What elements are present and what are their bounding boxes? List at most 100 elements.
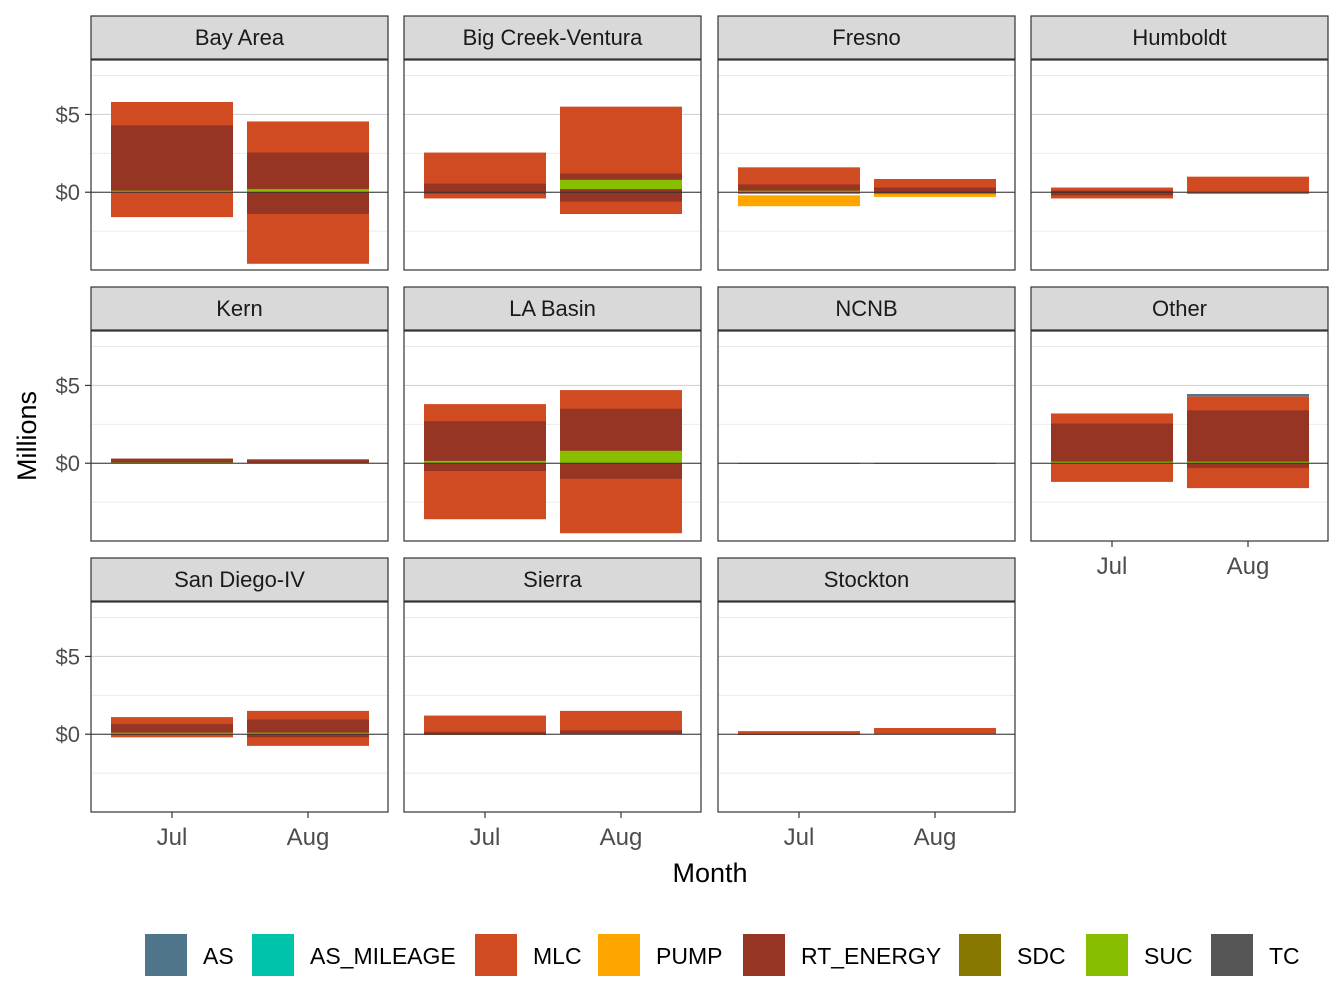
legend-label: SDC — [1017, 943, 1066, 969]
facet-strip — [403, 557, 702, 602]
panel-border — [90, 601, 389, 813]
y-tick-label: $5 — [56, 644, 80, 669]
bar-segment-mlc — [738, 731, 860, 735]
bar-segment-rt-energy — [1051, 423, 1173, 464]
facet-panel: Kern $0 $5 — [56, 286, 389, 542]
facet-strip — [1030, 286, 1329, 331]
panel-background — [404, 602, 701, 812]
legend-label: MLC — [533, 943, 582, 969]
legend-swatch-sdc — [959, 934, 1001, 976]
bar-segment-suc — [424, 460, 546, 464]
facet-strip-label: Bay Area — [195, 25, 285, 50]
bar-segment-rt-energy — [247, 152, 369, 214]
facet-strip — [403, 15, 702, 60]
facet-strip-label: NCNB — [835, 296, 897, 321]
legend-swatch-suc — [1086, 934, 1128, 976]
bar-segment-rt-energy — [424, 183, 546, 194]
y-tick-label: $0 — [56, 451, 80, 476]
legend-swatch-tc — [1211, 934, 1253, 976]
facet-panel: Big Creek-Ventura — [403, 15, 702, 271]
bar-segment-mlc — [560, 710, 682, 735]
panel-border — [717, 601, 1016, 813]
bar-segment-mlc — [874, 728, 996, 735]
facet-strip-label: Fresno — [832, 25, 900, 50]
y-axis-title: Millions — [12, 391, 42, 481]
x-axis-title: Month — [672, 858, 747, 888]
facet-strip — [90, 286, 389, 331]
bar-segment-mlc — [424, 715, 546, 735]
bar-segment-suc — [247, 732, 369, 735]
legend-swatch-rt-energy — [743, 934, 785, 976]
facets-layer: Bay Area $0 $5 Big Creek-Ventura Fresno Humbo… — [56, 15, 1329, 851]
panel-background — [718, 60, 1015, 270]
facet-strip-label: Humboldt — [1132, 25, 1226, 50]
facet-strip-label: Kern — [216, 296, 262, 321]
legend-swatch-mlc — [475, 934, 517, 976]
facet-strip-label: Stockton — [824, 567, 910, 592]
bar-segment-suc — [738, 190, 860, 193]
bar-segment-as — [1187, 394, 1309, 397]
x-tick-label: Aug — [600, 824, 643, 851]
facet-panel: Stockton Jul Aug — [717, 557, 1016, 851]
x-tick-label: Jul — [784, 824, 815, 851]
bar-segment-suc — [1187, 461, 1309, 464]
panel-border — [717, 59, 1016, 271]
legend-swatch-as-mileage — [252, 934, 294, 976]
facet-panel: Fresno — [717, 15, 1016, 271]
legend-label: SUC — [1144, 943, 1193, 969]
legend-label: AS — [203, 943, 234, 969]
y-tick-label: $5 — [56, 102, 80, 127]
facet-strip — [717, 557, 1016, 602]
bar-segment-suc — [247, 189, 369, 193]
x-tick-label: Jul — [157, 824, 188, 851]
panel-background — [91, 331, 388, 541]
facet-strip — [90, 557, 389, 602]
legend-label: AS_MILEAGE — [310, 943, 456, 969]
y-tick-label: $5 — [56, 373, 80, 398]
bar-segment-rt-energy — [111, 458, 233, 464]
bar-segment-suc — [560, 450, 682, 464]
legend-label: RT_ENERGY — [801, 943, 941, 969]
panel-background — [718, 331, 1015, 541]
legend: AS AS_MILEAGE MLC PUMP RT_ENERGY SDC SUC TC — [145, 934, 1300, 976]
bar-segment-rt-energy — [111, 724, 233, 735]
facet-panel: San Diego-IV $0 $5 Jul Aug — [56, 557, 389, 851]
bar-segment-rt-energy — [1051, 190, 1173, 196]
facet-strip-label: Big Creek-Ventura — [463, 25, 644, 50]
bar-segment-pump — [738, 195, 860, 207]
x-tick-label: Aug — [914, 824, 957, 851]
x-tick-label: Jul — [1097, 553, 1128, 580]
panel-border — [90, 330, 389, 542]
panel-border — [1030, 59, 1329, 271]
x-tick-label: Aug — [287, 824, 330, 851]
panel-border — [403, 330, 702, 542]
bar-segment-rt-energy — [738, 184, 860, 193]
facet-strip-label: Other — [1152, 296, 1207, 321]
facet-strip-label: San Diego-IV — [174, 567, 305, 592]
x-tick-label: Aug — [1227, 553, 1270, 580]
legend-swatch-as — [145, 934, 187, 976]
facet-panel: LA Basin — [403, 286, 702, 542]
x-tick-label: Jul — [470, 824, 501, 851]
bar-segment-suc — [1051, 461, 1173, 464]
facet-strip-label: Sierra — [523, 567, 582, 592]
bar-segment-rt-energy — [424, 731, 546, 735]
facet-panel: NCNB — [717, 286, 1016, 542]
facet-panel: Humboldt — [1030, 15, 1329, 271]
bar-segment-suc — [111, 732, 233, 735]
y-tick-label: $0 — [56, 180, 80, 205]
bar-segment-rt-energy — [247, 459, 369, 464]
bar-segment-suc — [111, 190, 233, 193]
panel-border — [717, 330, 1016, 542]
bar-segment-rt-energy — [560, 730, 682, 735]
facet-strip — [90, 15, 389, 60]
bar-segment-mlc — [1187, 176, 1309, 194]
panel-border — [1030, 330, 1329, 542]
legend-swatch-pump — [598, 934, 640, 976]
bar-segment-rt-energy — [1187, 410, 1309, 468]
panel-background — [718, 602, 1015, 812]
bar-segment-rt-energy — [560, 408, 682, 479]
facet-strip — [717, 15, 1016, 60]
panel-border — [403, 601, 702, 813]
